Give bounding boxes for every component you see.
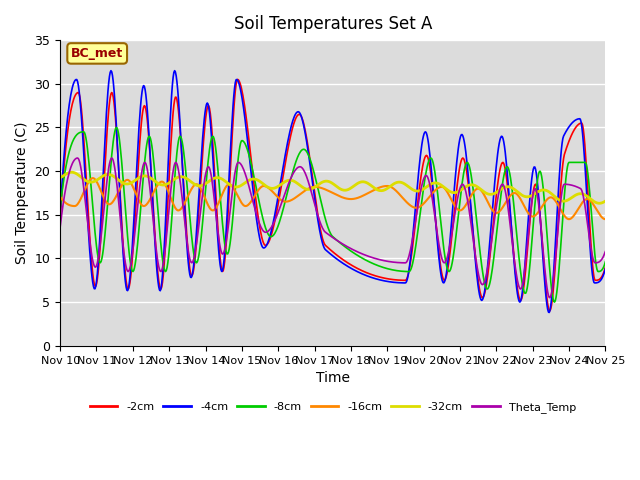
-32cm — [56, 175, 64, 181]
-8cm — [179, 139, 186, 145]
-4cm — [602, 266, 609, 272]
-2cm — [602, 264, 609, 270]
-16cm — [207, 207, 215, 213]
-8cm — [416, 215, 424, 221]
-16cm — [89, 175, 97, 181]
-4cm — [66, 96, 74, 102]
-2cm — [546, 308, 554, 313]
-32cm — [68, 169, 76, 175]
-4cm — [179, 160, 186, 166]
-4cm — [56, 211, 64, 217]
Title: Soil Temperatures Set A: Soil Temperatures Set A — [234, 15, 432, 33]
-32cm — [602, 198, 609, 204]
Theta_Temp — [123, 267, 131, 273]
Line: -2cm: -2cm — [60, 79, 605, 311]
-16cm — [416, 204, 424, 210]
-32cm — [179, 174, 186, 180]
Legend: -2cm, -4cm, -8cm, -16cm, -32cm, Theta_Temp: -2cm, -4cm, -8cm, -16cm, -32cm, Theta_Te… — [85, 397, 580, 417]
Theta_Temp — [66, 167, 74, 173]
-4cm — [400, 280, 408, 286]
-8cm — [66, 146, 74, 152]
-8cm — [56, 205, 64, 211]
Theta_Temp — [207, 172, 215, 178]
Theta_Temp — [546, 295, 554, 300]
Line: Theta_Temp: Theta_Temp — [60, 158, 605, 298]
-8cm — [602, 259, 609, 265]
Y-axis label: Soil Temperature (C): Soil Temperature (C) — [15, 122, 29, 264]
-2cm — [400, 277, 408, 283]
-32cm — [207, 177, 215, 183]
-2cm — [234, 76, 241, 82]
Line: -8cm: -8cm — [60, 128, 605, 302]
-32cm — [400, 180, 408, 186]
-4cm — [122, 284, 130, 290]
Theta_Temp — [602, 249, 609, 254]
Theta_Temp — [416, 193, 424, 199]
-32cm — [416, 188, 424, 194]
Line: -4cm: -4cm — [60, 71, 605, 312]
-2cm — [66, 112, 74, 118]
-8cm — [123, 225, 131, 231]
-4cm — [207, 127, 215, 133]
Line: -16cm: -16cm — [60, 178, 605, 219]
-8cm — [207, 137, 215, 143]
-2cm — [122, 278, 130, 284]
-32cm — [123, 181, 131, 187]
-16cm — [123, 177, 131, 183]
Theta_Temp — [179, 196, 186, 202]
-16cm — [179, 204, 186, 210]
-16cm — [56, 194, 64, 200]
-8cm — [550, 299, 558, 305]
Theta_Temp — [400, 260, 408, 266]
-32cm — [66, 169, 74, 175]
-2cm — [416, 184, 424, 190]
-8cm — [400, 268, 408, 274]
-2cm — [207, 110, 214, 116]
-4cm — [545, 310, 553, 315]
Text: BC_met: BC_met — [71, 47, 124, 60]
-4cm — [171, 68, 179, 73]
X-axis label: Time: Time — [316, 371, 349, 385]
-16cm — [400, 196, 408, 202]
-8cm — [113, 125, 120, 131]
-2cm — [56, 216, 64, 221]
Theta_Temp — [56, 224, 64, 230]
-32cm — [595, 200, 603, 206]
Line: -32cm: -32cm — [60, 172, 605, 203]
Theta_Temp — [74, 155, 81, 161]
-4cm — [416, 160, 424, 166]
-16cm — [66, 203, 74, 208]
-2cm — [178, 147, 186, 153]
-16cm — [602, 216, 609, 222]
